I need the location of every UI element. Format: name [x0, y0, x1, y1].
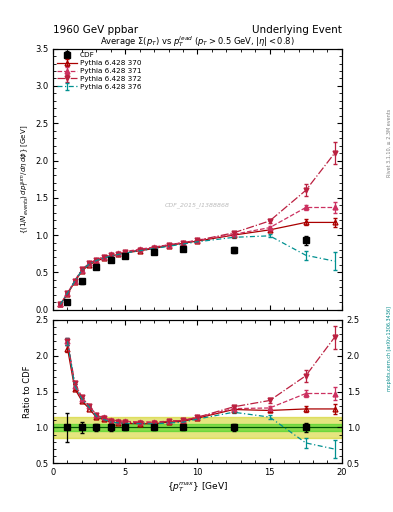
Bar — [53, 417, 342, 438]
Bar — [53, 424, 342, 431]
Text: mcplots.cern.ch [arXiv:1306.3436]: mcplots.cern.ch [arXiv:1306.3436] — [387, 306, 392, 391]
Text: Rivet 3.1.10, ≥ 2.3M events: Rivet 3.1.10, ≥ 2.3M events — [387, 109, 392, 178]
Legend: CDF, Pythia 6.428 370, Pythia 6.428 371, Pythia 6.428 372, Pythia 6.428 376: CDF, Pythia 6.428 370, Pythia 6.428 371,… — [55, 51, 143, 91]
Text: 1960 GeV ppbar: 1960 GeV ppbar — [53, 25, 138, 35]
Y-axis label: Ratio to CDF: Ratio to CDF — [23, 366, 32, 418]
X-axis label: $\{p_T^{max}\}$ [GeV]: $\{p_T^{max}\}$ [GeV] — [167, 480, 228, 494]
Title: Average $\Sigma(p_T)$ vs $p_T^{lead}$ ($p_T > 0.5$ GeV, $|\eta| < 0.8$): Average $\Sigma(p_T)$ vs $p_T^{lead}$ ($… — [100, 34, 295, 49]
Y-axis label: $\{(1/N_{events})\, dp_T^{sum}/d\eta\, d\phi\}$ [GeV]: $\{(1/N_{events})\, dp_T^{sum}/d\eta\, d… — [20, 124, 32, 234]
Text: CDF_2015_I1388868: CDF_2015_I1388868 — [165, 202, 230, 208]
Text: Underlying Event: Underlying Event — [252, 25, 342, 35]
